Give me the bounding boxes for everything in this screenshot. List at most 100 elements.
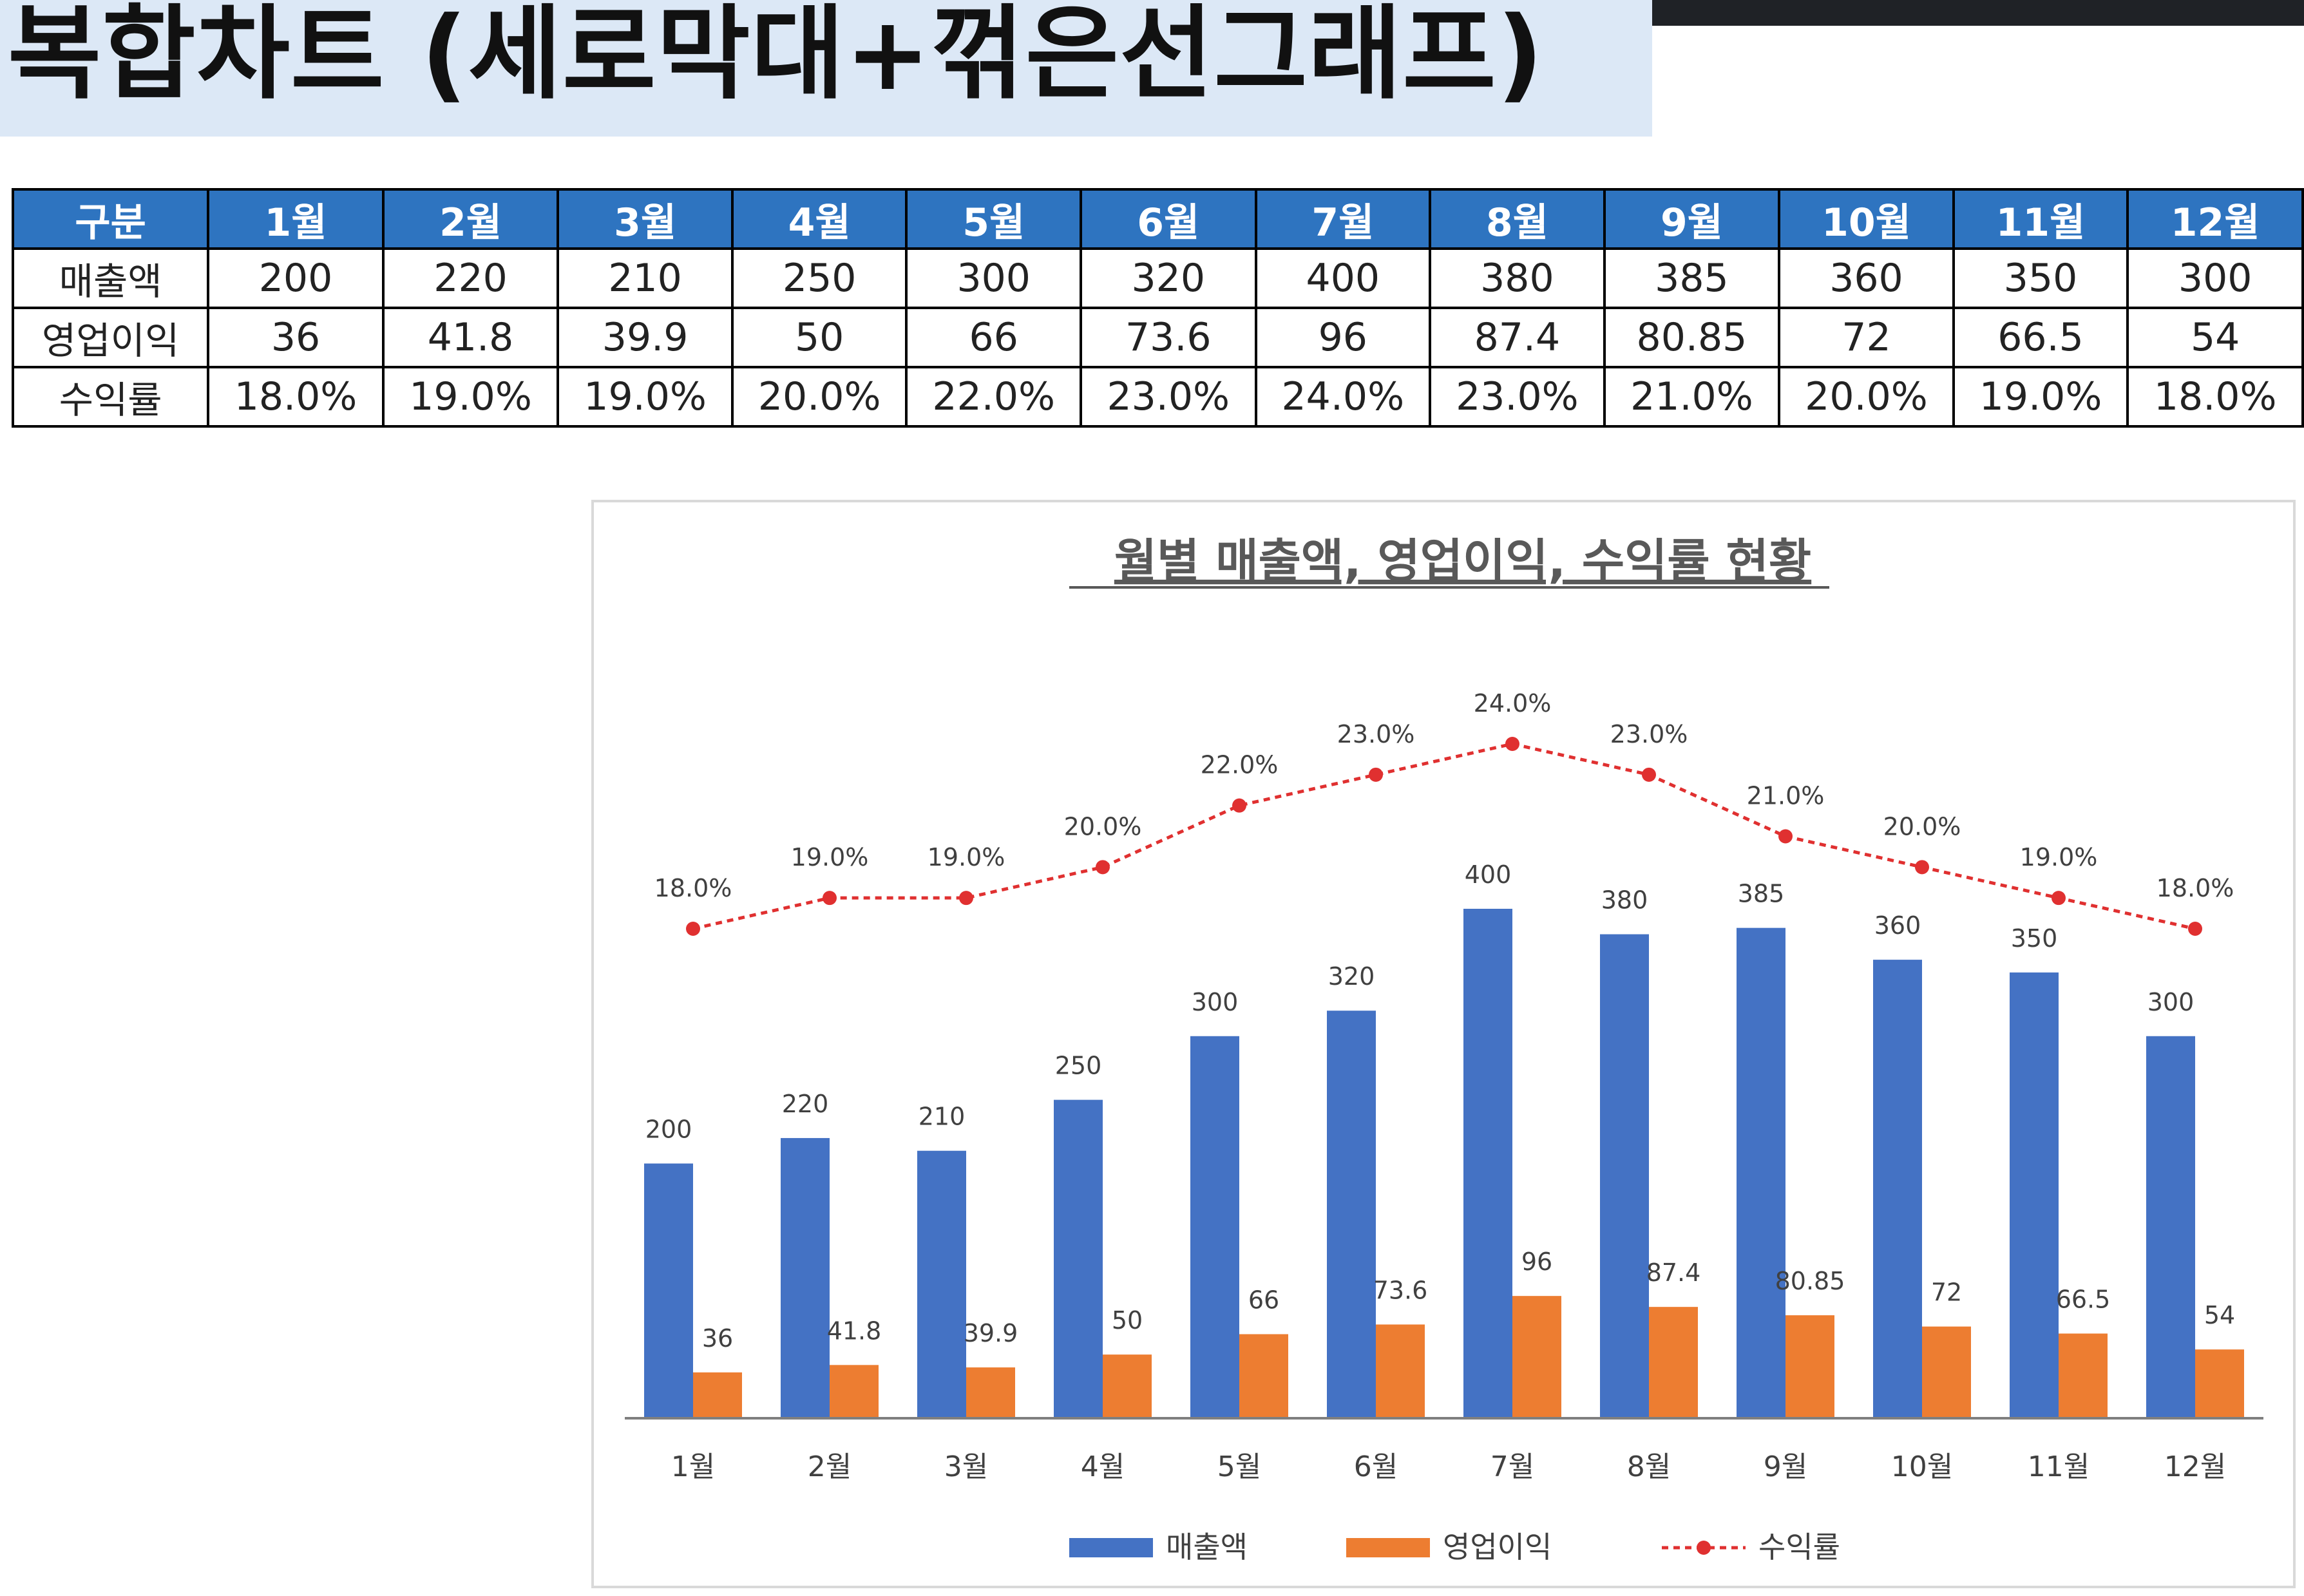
- legend-marker-profit-rate: [1697, 1541, 1711, 1555]
- bar-label-operating-profit: 41.8: [827, 1316, 882, 1345]
- bar-sales: [1327, 1011, 1376, 1418]
- bar-label-sales: 250: [1055, 1052, 1102, 1080]
- table-cell: 66.5: [1952, 307, 2129, 368]
- table-header-month: 9월: [1603, 188, 1781, 250]
- bar-operating-profit: [830, 1365, 879, 1418]
- table-row: 수익률 18.0% 19.0% 19.0% 20.0% 22.0% 23.0% 24.0% 23…: [11, 366, 2304, 428]
- bar-label-sales: 200: [645, 1116, 692, 1144]
- table-header-month: 3월: [557, 188, 734, 250]
- line-point-profit-rate: [959, 891, 973, 906]
- x-tick-label: 7월: [1490, 1450, 1534, 1483]
- bar-sales: [917, 1150, 966, 1418]
- bar-label-operating-profit: 87.4: [1646, 1259, 1701, 1287]
- bar-label-sales: 300: [1192, 988, 1239, 1016]
- table-cell: 54: [2126, 307, 2304, 368]
- line-label-profit-rate: 23.0%: [1610, 720, 1688, 748]
- table-header-month: 2월: [381, 188, 560, 250]
- line-point-profit-rate: [1369, 767, 1383, 782]
- table-header-month: 10월: [1778, 188, 1955, 250]
- line-point-profit-rate: [1915, 860, 1929, 875]
- bar-sales: [1600, 934, 1649, 1418]
- line-label-profit-rate: 24.0%: [1474, 689, 1552, 717]
- x-tick-label: 4월: [1081, 1450, 1125, 1483]
- bar-sales: [644, 1163, 693, 1418]
- table-cell: 73.6: [1080, 307, 1257, 368]
- bar-sales: [1737, 927, 1785, 1418]
- bar-sales: [1463, 909, 1512, 1418]
- line-label-profit-rate: 19.0%: [2020, 843, 2098, 871]
- bar-label-sales: 320: [1328, 962, 1375, 991]
- bar-label-operating-profit: 39.9: [964, 1319, 1018, 1347]
- table-cell: 23.0%: [1429, 366, 1606, 428]
- bar-label-operating-profit: 73.6: [1373, 1276, 1428, 1304]
- table-cell: 24.0%: [1254, 366, 1432, 428]
- x-tick-label: 1월: [671, 1450, 715, 1483]
- table-cell: 220: [381, 247, 560, 309]
- table-header-month: 6월: [1080, 188, 1257, 250]
- bar-operating-profit: [2059, 1333, 2108, 1418]
- bar-label-sales: 380: [1601, 886, 1648, 915]
- table-cell: 50: [730, 307, 908, 368]
- table-cell: 300: [905, 247, 1082, 309]
- table-cell: 72: [1778, 307, 1955, 368]
- table-row: 매출액 200 220 210 250 300 320 400 380 385 360 350 300: [11, 247, 2304, 309]
- chart-title: 월별 매출액, 영업이익, 수익률 현황: [1114, 534, 1811, 588]
- bar-label-sales: 400: [1465, 860, 1512, 889]
- table-cell: 23.0%: [1080, 366, 1257, 428]
- table-cell: 250: [730, 247, 908, 309]
- table-cell: 36: [207, 307, 385, 368]
- table-cell: 19.0%: [557, 366, 734, 428]
- x-tick-label: 3월: [944, 1450, 988, 1483]
- line-label-profit-rate: 23.0%: [1337, 720, 1415, 748]
- bar-operating-profit: [966, 1367, 1015, 1418]
- top-dark-bar: [1652, 0, 2304, 26]
- table-cell: 210: [557, 247, 734, 309]
- bar-label-sales: 385: [1738, 880, 1785, 908]
- bar-label-operating-profit: 50: [1112, 1306, 1143, 1335]
- bar-label-operating-profit: 66.5: [2056, 1285, 2111, 1313]
- table-header-month: 8월: [1429, 188, 1606, 250]
- data-table: 구분 1월 2월 3월 4월 5월 6월 7월 8월 9월 10월 11월 12월 매출액 200 220 21…: [11, 188, 2304, 428]
- table-cell: 20.0%: [730, 366, 908, 428]
- table-cell: 87.4: [1429, 307, 1606, 368]
- bar-sales: [2010, 972, 2059, 1418]
- legend-swatch-operating-profit: [1346, 1538, 1430, 1557]
- bar-operating-profit: [2195, 1349, 2244, 1418]
- table-cell: 19.0%: [1952, 366, 2129, 428]
- bar-operating-profit: [1785, 1315, 1834, 1418]
- bar-sales: [2146, 1036, 2195, 1418]
- line-point-profit-rate: [2052, 891, 2066, 906]
- bar-label-operating-profit: 80.85: [1775, 1267, 1845, 1295]
- table-header-month: 4월: [730, 188, 908, 250]
- bar-label-sales: 360: [1874, 911, 1921, 940]
- table-cell: 39.9: [557, 307, 734, 368]
- table-cell: 200: [207, 247, 385, 309]
- legend-swatch-sales: [1069, 1538, 1153, 1557]
- table-cell: 19.0%: [381, 366, 560, 428]
- bar-operating-profit: [1239, 1334, 1288, 1418]
- x-tick-label: 12월: [2164, 1450, 2226, 1483]
- combo-chart: 월별 매출액, 영업이익, 수익률 현황 200 36 220 41.8 210 39.9…: [625, 534, 2263, 1564]
- x-tick-label: 2월: [808, 1450, 852, 1483]
- table-header-month: 12월: [2126, 188, 2304, 250]
- line-label-profit-rate: 18.0%: [2156, 874, 2234, 902]
- line-point-profit-rate: [1232, 798, 1246, 813]
- chart-area: 월별 매출액, 영업이익, 수익률 현황 200 36 220 41.8 210 39.9…: [591, 500, 2296, 1588]
- line-label-profit-rate: 20.0%: [1883, 812, 1961, 841]
- line-point-profit-rate: [823, 891, 837, 906]
- x-tick-label: 5월: [1217, 1450, 1261, 1483]
- table-cell: 360: [1778, 247, 1955, 309]
- line-label-profit-rate: 18.0%: [654, 874, 732, 902]
- table-cell: 300: [2126, 247, 2304, 309]
- title-banner: 복합차트 (세로막대+꺾은선그래프): [0, 0, 1652, 137]
- line-point-profit-rate: [1096, 860, 1110, 875]
- table-row-label: 수익률: [11, 366, 210, 428]
- line-point-profit-rate: [1642, 767, 1656, 782]
- bar-label-operating-profit: 36: [702, 1324, 733, 1353]
- x-tick-label: 10월: [1891, 1450, 1953, 1483]
- table-cell: 385: [1603, 247, 1781, 309]
- bar-sales: [1190, 1036, 1239, 1418]
- table-cell: 41.8: [381, 307, 560, 368]
- line-label-profit-rate: 20.0%: [1064, 812, 1142, 841]
- bar-label-sales: 350: [2011, 924, 2058, 953]
